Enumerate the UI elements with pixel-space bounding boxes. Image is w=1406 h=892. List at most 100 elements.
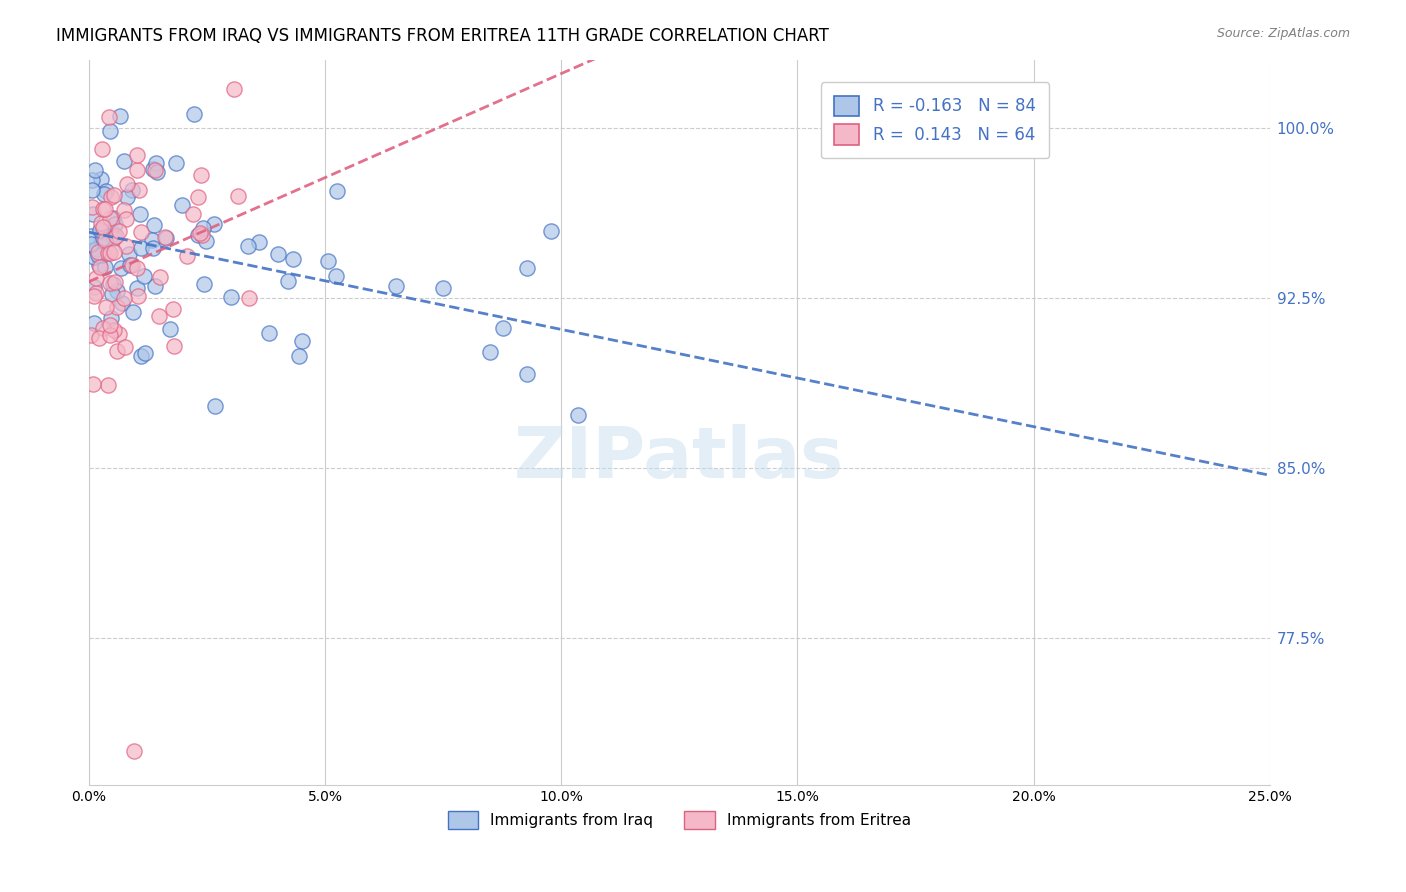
Immigrants from Iraq <box>432 281 454 295</box>
Immigrants from Iraq <box>83 280 105 294</box>
Immigrants from Eritrea <box>108 327 131 342</box>
Immigrants from Iraq <box>288 349 311 363</box>
Immigrants from Eritrea <box>149 270 172 285</box>
Immigrants from Eritrea <box>176 249 198 263</box>
Immigrants from Eritrea <box>112 203 135 218</box>
Immigrants from Iraq <box>194 234 217 248</box>
Immigrants from Iraq <box>247 235 270 250</box>
Immigrants from Eritrea <box>115 239 138 253</box>
Immigrants from Eritrea <box>98 318 121 333</box>
Immigrants from Iraq <box>84 163 107 178</box>
Immigrants from Iraq <box>219 290 242 304</box>
Immigrants from Iraq <box>204 399 226 413</box>
Immigrants from Iraq <box>187 228 209 243</box>
Immigrants from Iraq <box>90 233 112 247</box>
Immigrants from Eritrea <box>127 260 149 275</box>
Immigrants from Iraq <box>103 227 125 241</box>
Immigrants from Eritrea <box>125 162 148 177</box>
Immigrants from Eritrea <box>181 207 204 221</box>
Immigrants from Iraq <box>238 239 260 253</box>
Immigrants from Iraq <box>108 109 131 123</box>
Immigrants from Iraq <box>259 326 281 341</box>
Immigrants from Iraq <box>90 172 112 186</box>
Immigrants from Eritrea <box>87 331 110 345</box>
Immigrants from Iraq <box>134 346 156 360</box>
Immigrants from Eritrea <box>153 230 176 244</box>
Immigrants from Eritrea <box>94 300 117 314</box>
Immigrants from Iraq <box>276 274 298 288</box>
Immigrants from Iraq <box>111 295 134 310</box>
Immigrants from Eritrea <box>103 323 125 337</box>
Immigrants from Eritrea <box>122 744 145 758</box>
Immigrants from Iraq <box>83 250 105 264</box>
Immigrants from Eritrea <box>105 229 128 244</box>
Immigrants from Eritrea <box>96 246 118 260</box>
Immigrants from Eritrea <box>143 163 166 178</box>
Immigrants from Eritrea <box>114 212 136 227</box>
Immigrants from Eritrea <box>114 340 136 354</box>
Immigrants from Iraq <box>129 241 152 255</box>
Immigrants from Iraq <box>104 217 127 231</box>
Immigrants from Iraq <box>103 277 125 292</box>
Immigrants from Iraq <box>516 368 538 382</box>
Immigrants from Iraq <box>142 219 165 233</box>
Immigrants from Iraq <box>101 287 124 301</box>
Immigrants from Iraq <box>515 260 537 275</box>
Immigrants from Eritrea <box>226 188 249 202</box>
Immigrants from Iraq <box>82 172 104 186</box>
Immigrants from Eritrea <box>90 216 112 230</box>
Immigrants from Iraq <box>145 165 167 179</box>
Immigrants from Eritrea <box>98 246 121 260</box>
Immigrants from Eritrea <box>107 224 129 238</box>
Immigrants from Iraq <box>80 229 103 244</box>
Immigrants from Iraq <box>134 269 156 284</box>
Text: IMMIGRANTS FROM IRAQ VS IMMIGRANTS FROM ERITREA 11TH GRADE CORRELATION CHART: IMMIGRANTS FROM IRAQ VS IMMIGRANTS FROM … <box>56 27 830 45</box>
Immigrants from Iraq <box>567 408 589 422</box>
Immigrants from Eritrea <box>128 183 150 197</box>
Immigrants from Iraq <box>141 233 163 247</box>
Immigrants from Iraq <box>267 247 290 261</box>
Immigrants from Iraq <box>145 155 167 169</box>
Immigrants from Iraq <box>170 198 193 212</box>
Immigrants from Iraq <box>155 231 177 245</box>
Immigrants from Eritrea <box>222 82 245 96</box>
Immigrants from Iraq <box>83 316 105 330</box>
Immigrants from Eritrea <box>115 177 138 191</box>
Immigrants from Eritrea <box>162 301 184 316</box>
Immigrants from Iraq <box>165 156 187 170</box>
Immigrants from Eritrea <box>129 225 152 239</box>
Immigrants from Iraq <box>105 284 128 298</box>
Immigrants from Iraq <box>121 183 143 197</box>
Immigrants from Eritrea <box>80 328 103 343</box>
Immigrants from Iraq <box>129 207 152 221</box>
Immigrants from Iraq <box>183 107 205 121</box>
Immigrants from Iraq <box>80 236 103 251</box>
Immigrants from Iraq <box>98 124 121 138</box>
Immigrants from Eritrea <box>127 148 149 162</box>
Immigrants from Eritrea <box>107 343 129 358</box>
Immigrants from Iraq <box>291 334 314 348</box>
Immigrants from Eritrea <box>98 211 121 225</box>
Immigrants from Eritrea <box>98 328 121 343</box>
Immigrants from Eritrea <box>191 228 214 243</box>
Immigrants from Iraq <box>80 183 103 197</box>
Immigrants from Iraq <box>193 277 215 291</box>
Immigrants from Eritrea <box>91 219 114 234</box>
Immigrants from Eritrea <box>93 233 115 247</box>
Immigrants from Iraq <box>84 242 107 256</box>
Immigrants from Eritrea <box>90 142 112 156</box>
Immigrants from Eritrea <box>82 377 104 392</box>
Immigrants from Eritrea <box>86 286 108 301</box>
Immigrants from Iraq <box>118 259 141 273</box>
Immigrants from Eritrea <box>93 321 115 335</box>
Immigrants from Iraq <box>118 247 141 261</box>
Legend: Immigrants from Iraq, Immigrants from Eritrea: Immigrants from Iraq, Immigrants from Er… <box>441 805 917 836</box>
Immigrants from Iraq <box>82 207 104 221</box>
Immigrants from Eritrea <box>238 291 260 305</box>
Immigrants from Iraq <box>112 153 135 168</box>
Immigrants from Iraq <box>91 231 114 245</box>
Immigrants from Eritrea <box>148 310 170 324</box>
Immigrants from Iraq <box>326 184 349 198</box>
Immigrants from Iraq <box>540 224 562 238</box>
Immigrants from Iraq <box>143 279 166 293</box>
